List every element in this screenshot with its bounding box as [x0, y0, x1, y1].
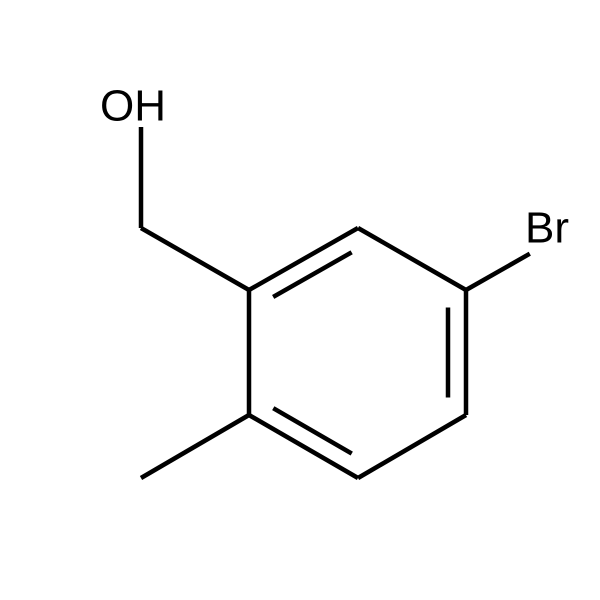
- molecule-diagram: OH Br: [0, 0, 600, 600]
- bond-line: [358, 415, 466, 478]
- atom-label-br: Br: [525, 204, 569, 253]
- bond-line: [141, 228, 249, 290]
- bond-line: [273, 252, 351, 297]
- bond-line: [466, 254, 530, 290]
- bond-line: [358, 228, 466, 290]
- bond-line: [273, 408, 351, 453]
- atom-label-o1: OH: [100, 82, 166, 131]
- bond-line: [141, 415, 249, 478]
